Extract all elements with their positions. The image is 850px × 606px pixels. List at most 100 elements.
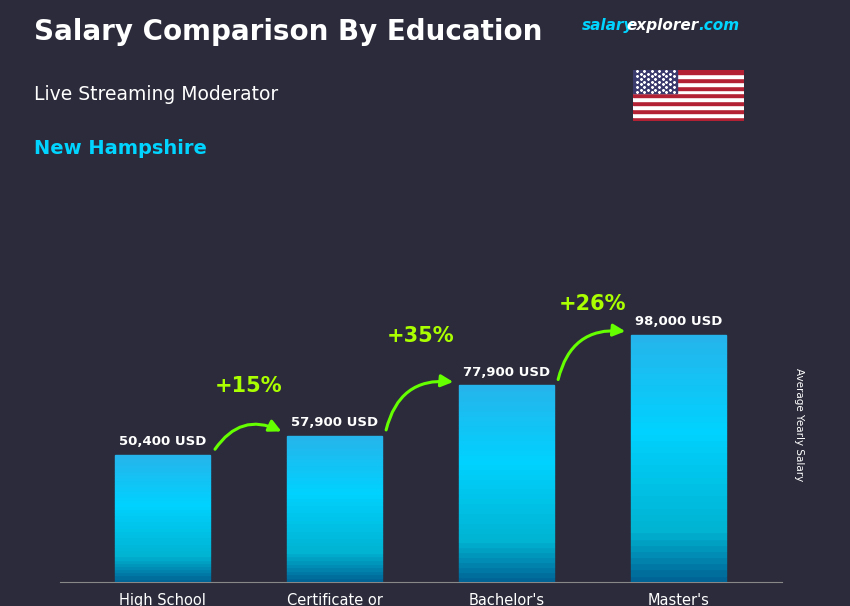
Bar — [287, 472, 382, 476]
Bar — [287, 502, 382, 505]
Text: .com: .com — [698, 18, 739, 33]
Bar — [633, 105, 744, 109]
Bar — [633, 82, 744, 85]
Text: Average Yearly Salary: Average Yearly Salary — [794, 368, 804, 481]
Bar — [632, 365, 726, 371]
Bar — [460, 390, 554, 395]
Bar — [633, 90, 744, 93]
Bar — [460, 385, 554, 390]
Bar — [460, 454, 554, 459]
Text: salary: salary — [582, 18, 635, 33]
Bar — [460, 518, 554, 523]
Bar — [287, 461, 382, 465]
Bar — [460, 547, 554, 552]
Bar — [460, 572, 554, 577]
Bar — [116, 499, 210, 502]
Bar — [287, 549, 382, 553]
Bar — [460, 513, 554, 518]
Text: 50,400 USD: 50,400 USD — [119, 435, 207, 448]
Bar — [287, 534, 382, 538]
Bar — [116, 531, 210, 534]
Bar — [633, 98, 744, 101]
Bar — [116, 467, 210, 471]
Bar — [460, 523, 554, 528]
Bar — [632, 440, 726, 446]
Bar — [460, 562, 554, 567]
Bar — [287, 538, 382, 542]
Bar — [632, 576, 726, 582]
Bar — [116, 547, 210, 550]
Text: 57,900 USD: 57,900 USD — [292, 416, 378, 430]
Bar — [632, 433, 726, 440]
Bar — [116, 480, 210, 484]
Bar — [116, 496, 210, 499]
Bar — [287, 494, 382, 498]
Bar — [287, 476, 382, 479]
Bar — [287, 450, 382, 454]
Bar — [460, 395, 554, 400]
Bar — [116, 508, 210, 512]
Bar — [116, 487, 210, 490]
Bar — [287, 513, 382, 516]
Bar — [632, 520, 726, 526]
Bar — [632, 446, 726, 452]
FancyArrowPatch shape — [386, 376, 450, 430]
Bar — [633, 117, 744, 121]
Bar — [460, 469, 554, 474]
Bar — [287, 447, 382, 450]
Bar — [287, 516, 382, 520]
Bar — [116, 484, 210, 487]
Bar — [287, 520, 382, 524]
Bar — [287, 483, 382, 487]
Bar — [460, 552, 554, 557]
Bar — [460, 425, 554, 430]
Bar — [287, 465, 382, 468]
Bar — [632, 464, 726, 471]
Bar — [632, 396, 726, 402]
Text: 98,000 USD: 98,000 USD — [635, 315, 722, 328]
Bar — [460, 464, 554, 469]
Bar — [460, 493, 554, 498]
Bar — [632, 514, 726, 520]
Bar — [287, 454, 382, 458]
Bar — [632, 570, 726, 576]
Bar — [116, 505, 210, 508]
Bar — [287, 578, 382, 582]
Bar — [287, 498, 382, 502]
Bar — [460, 439, 554, 444]
Bar — [632, 532, 726, 539]
Bar — [116, 493, 210, 496]
Bar — [287, 527, 382, 531]
FancyArrowPatch shape — [558, 325, 622, 379]
Bar — [460, 538, 554, 542]
Bar — [116, 534, 210, 538]
Bar — [632, 508, 726, 514]
Bar — [632, 378, 726, 384]
Bar — [633, 78, 744, 82]
Bar — [633, 109, 744, 113]
Bar — [116, 579, 210, 582]
Bar — [116, 521, 210, 525]
Bar — [116, 569, 210, 572]
Bar — [632, 483, 726, 489]
Bar — [460, 484, 554, 488]
Bar — [460, 503, 554, 508]
Bar — [287, 479, 382, 483]
FancyArrowPatch shape — [215, 421, 279, 449]
Bar — [632, 563, 726, 570]
Bar — [116, 458, 210, 461]
Bar — [460, 577, 554, 582]
Bar — [116, 556, 210, 559]
Bar — [116, 525, 210, 528]
Bar — [632, 545, 726, 551]
Bar — [632, 495, 726, 502]
Text: +26%: +26% — [559, 295, 626, 315]
Bar — [632, 539, 726, 545]
Text: Live Streaming Moderator: Live Streaming Moderator — [34, 85, 278, 104]
Bar — [460, 449, 554, 454]
Bar — [116, 477, 210, 480]
Bar — [287, 553, 382, 556]
Bar — [633, 93, 744, 98]
Bar — [632, 477, 726, 483]
Bar — [633, 70, 677, 93]
